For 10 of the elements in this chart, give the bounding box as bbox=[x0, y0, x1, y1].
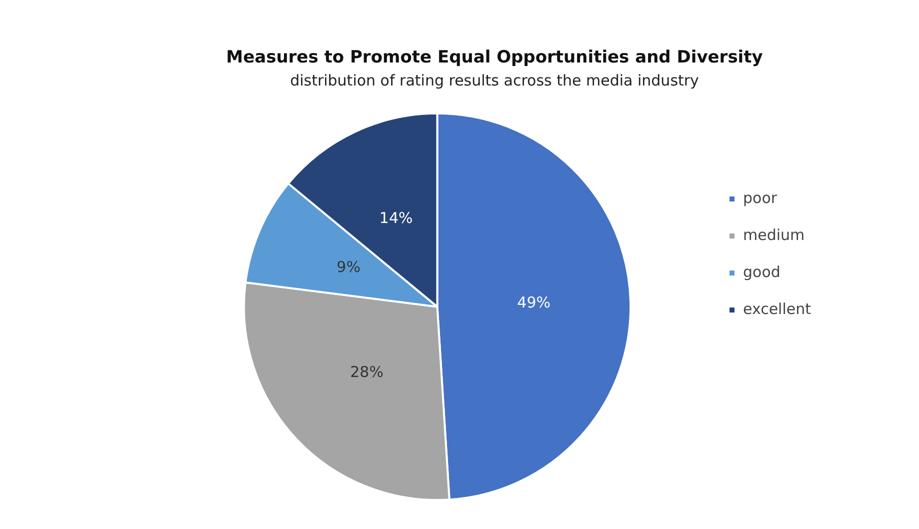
data-label: 9% bbox=[336, 258, 360, 276]
chart-subtitle: distribution of rating results across the media industry bbox=[290, 71, 700, 90]
legend-label: medium bbox=[742, 226, 805, 244]
legend-label: good bbox=[742, 262, 780, 281]
legend-label: poor bbox=[742, 188, 778, 207]
chart-title: Measures to Promote Equal Opportunities and Diversity bbox=[226, 48, 763, 68]
data-label: 14% bbox=[379, 209, 413, 228]
data-label: 49% bbox=[517, 294, 551, 312]
data-label: 28% bbox=[350, 362, 384, 381]
legend-label: excellent bbox=[742, 300, 812, 318]
